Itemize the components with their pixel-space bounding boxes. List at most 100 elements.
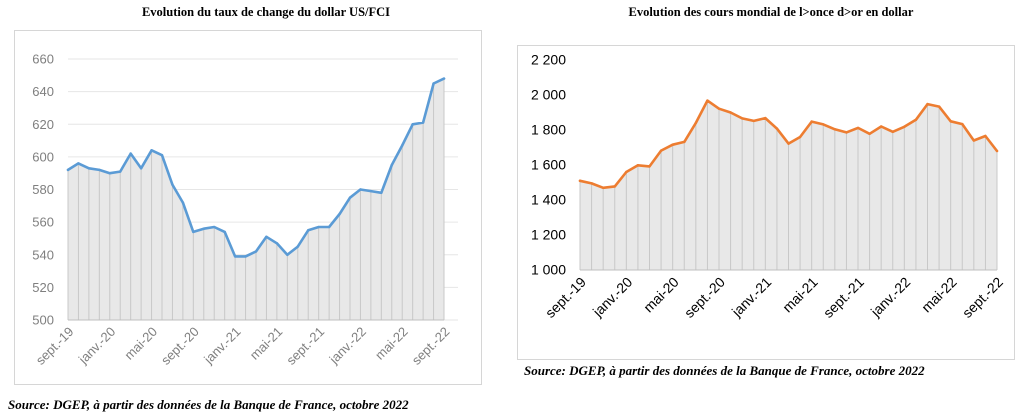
- data-point: [914, 118, 918, 122]
- data-point: [706, 99, 709, 102]
- data-point: [937, 105, 941, 108]
- data-point: [87, 167, 91, 170]
- x-tick-label: mai-21: [779, 274, 821, 316]
- data-point: [390, 163, 393, 167]
- data-point: [926, 102, 929, 106]
- y-tick-label: 560: [32, 215, 54, 230]
- data-point: [961, 122, 964, 126]
- data-point: [150, 149, 153, 152]
- data-point: [307, 229, 310, 232]
- data-point: [740, 117, 744, 120]
- data-point: [798, 135, 802, 139]
- x-tick-label: sept.-21: [820, 274, 867, 321]
- data-point: [380, 191, 383, 194]
- data-point: [181, 201, 185, 204]
- data-point: [764, 116, 767, 120]
- x-tick-label: mai-20: [640, 274, 682, 316]
- data-point: [683, 140, 686, 144]
- data-point: [401, 144, 404, 147]
- y-tick-label: 620: [32, 117, 54, 132]
- x-tick-label: janv.-21: [728, 274, 775, 321]
- y-tick-label: 1 400: [531, 192, 566, 208]
- data-point: [891, 130, 894, 133]
- data-point: [296, 245, 299, 248]
- data-point: [995, 149, 999, 153]
- y-tick-label: 1 200: [531, 227, 566, 243]
- y-tick-label: 1 000: [531, 262, 566, 278]
- data-point: [845, 131, 848, 134]
- data-point: [98, 168, 101, 172]
- data-point: [338, 212, 341, 216]
- data-point: [659, 149, 663, 152]
- y-tick-label: 540: [32, 247, 54, 262]
- data-point: [868, 132, 871, 136]
- data-point: [601, 186, 605, 189]
- data-point: [359, 188, 362, 191]
- data-point: [694, 121, 698, 125]
- data-point: [613, 185, 616, 188]
- data-point: [590, 182, 593, 185]
- y-tick-label: 2 200: [531, 52, 566, 68]
- data-point: [119, 170, 122, 173]
- data-point: [317, 225, 320, 229]
- data-point: [442, 77, 446, 80]
- data-point: [833, 128, 837, 131]
- chart-title-right: Evolution des cours mondial de l>once d>…: [628, 5, 914, 19]
- data-point: [275, 242, 279, 245]
- data-point: [578, 179, 582, 182]
- data-point: [625, 170, 628, 174]
- data-point: [717, 107, 721, 110]
- data-point: [369, 189, 373, 193]
- data-point: [192, 230, 195, 234]
- y-tick-label: 600: [32, 149, 54, 164]
- data-point: [432, 82, 435, 85]
- data-point: [327, 225, 331, 229]
- data-point: [233, 255, 237, 258]
- data-point: [810, 120, 813, 123]
- source-note-right: Source: DGEP, à partir des données de la…: [524, 363, 925, 378]
- data-point: [972, 139, 976, 142]
- data-point: [348, 196, 352, 199]
- data-point: [129, 152, 132, 155]
- y-tick-label: 520: [32, 280, 54, 295]
- data-point: [286, 253, 289, 256]
- x-tick-label: janv.-20: [589, 274, 636, 321]
- data-point: [160, 154, 164, 157]
- y-tick-label: 640: [32, 84, 54, 99]
- data-point: [775, 127, 779, 130]
- data-point: [787, 142, 790, 145]
- data-point: [108, 171, 111, 175]
- x-tick-label: janv.-22: [867, 274, 914, 321]
- y-tick-label: 500: [32, 313, 54, 328]
- source-note-left: Source: DGEP, à partir des données de la…: [8, 397, 409, 412]
- data-point: [66, 168, 70, 172]
- data-point: [139, 167, 143, 170]
- data-point: [202, 227, 205, 230]
- data-point: [77, 162, 80, 165]
- data-point: [213, 225, 216, 229]
- data-point: [648, 165, 651, 168]
- data-point: [752, 119, 755, 123]
- data-point: [223, 230, 226, 234]
- data-point: [421, 121, 425, 124]
- data-point: [879, 125, 883, 128]
- y-tick-label: 2 000: [531, 87, 566, 103]
- data-point: [411, 123, 414, 126]
- data-point: [903, 125, 906, 129]
- data-point: [636, 164, 640, 167]
- data-point: [822, 123, 825, 126]
- y-tick-label: 660: [32, 52, 54, 67]
- data-point: [244, 255, 247, 258]
- x-tick-label: sept.-22: [959, 274, 1006, 321]
- x-tick-label: mai-22: [918, 274, 960, 316]
- data-point: [265, 235, 268, 239]
- y-tick-label: 1 600: [531, 157, 566, 173]
- chart-title-left: Evolution du taux de change du dollar US…: [141, 5, 391, 19]
- data-point: [254, 250, 258, 253]
- x-tick-label: sept.-20: [681, 274, 728, 321]
- y-tick-label: 580: [32, 182, 54, 197]
- data-point: [984, 134, 987, 138]
- data-point: [171, 183, 174, 186]
